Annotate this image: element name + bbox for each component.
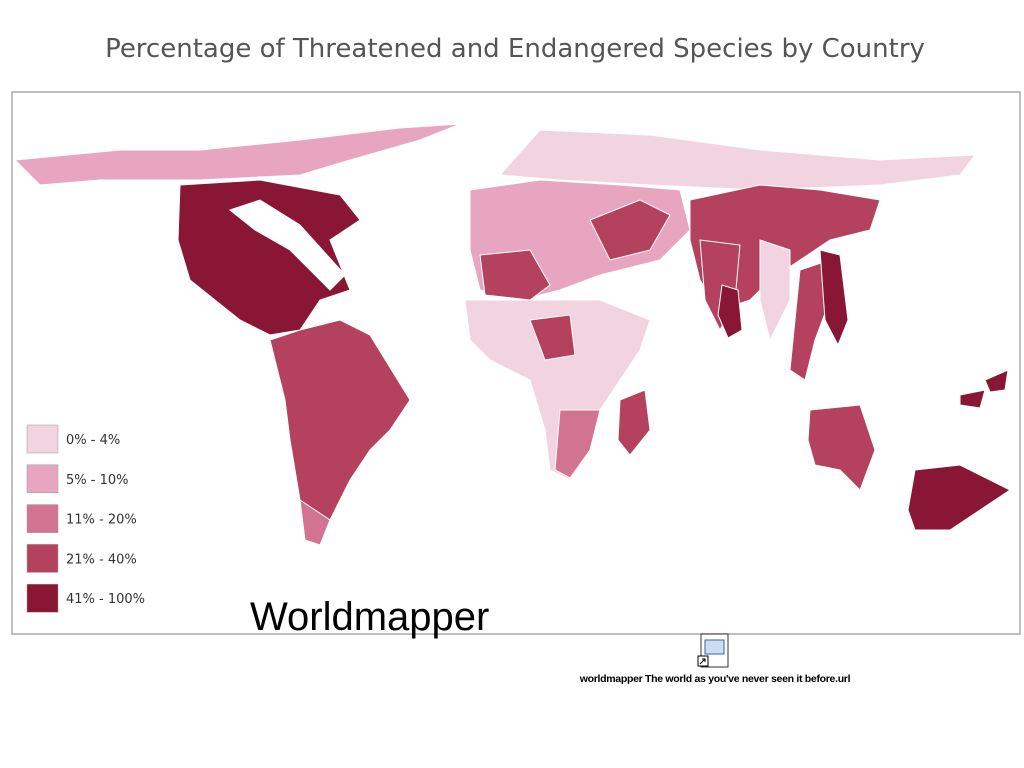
- legend-swatch: [26, 504, 59, 533]
- legend-swatch: [26, 544, 59, 573]
- legend-label: 11% - 20%: [66, 513, 137, 528]
- legend-swatch: [26, 424, 59, 454]
- legend-label: 21% - 40%: [66, 552, 137, 567]
- legend-label: 0% - 4%: [66, 433, 120, 448]
- legend-label: 41% - 100%: [66, 592, 145, 607]
- legend-label: 5% - 10%: [66, 473, 128, 488]
- legend-swatch: [26, 583, 59, 613]
- slide-title: Percentage of Threatened and Endangered …: [105, 34, 925, 64]
- legend-swatch: [26, 464, 59, 494]
- attachment-label: worldmapper The world as you've never se…: [579, 673, 851, 685]
- cartogram-map: [13, 123, 1011, 546]
- legend: 0% - 4% 5% - 10% 11% - 20% 21% - 40% 41% - 1…: [26, 424, 145, 613]
- file-icon: [697, 633, 729, 668]
- caption: Worldmapper: [250, 595, 489, 639]
